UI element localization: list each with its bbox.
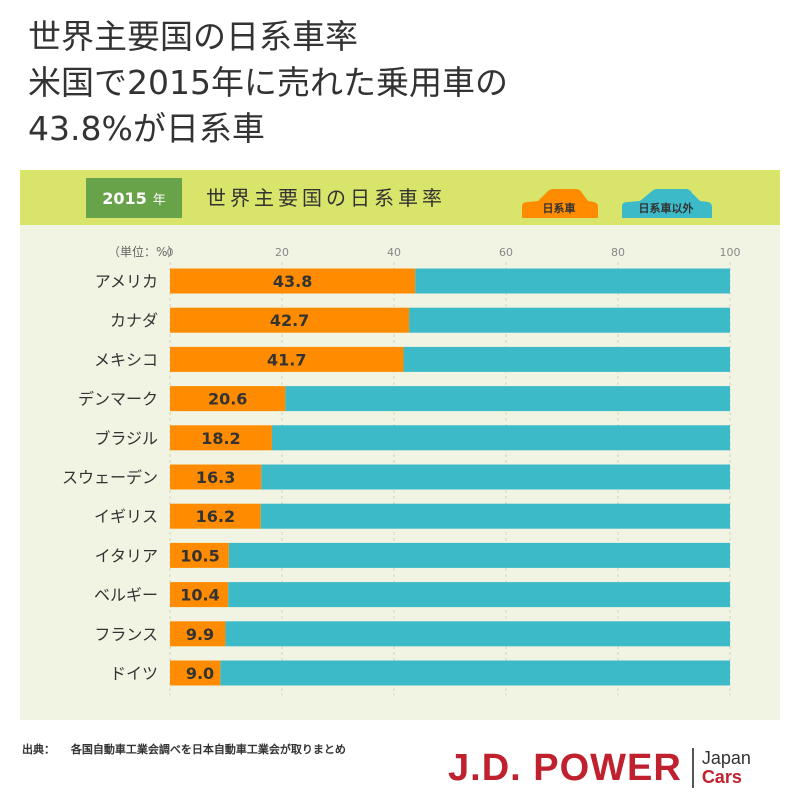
bar-other [409, 307, 730, 333]
year-badge: 2015 年 [86, 178, 182, 218]
bar-japanese [170, 346, 404, 372]
value-label: 42.7 [270, 311, 309, 330]
brand-main-text: J.D. POWER [448, 746, 682, 789]
category-label: ベルギー [94, 586, 158, 605]
headline-line-1: 世界主要国の日系車率 [28, 17, 358, 56]
bar-japanese [170, 542, 229, 568]
unit-label: （単位：%） [108, 244, 179, 259]
legend-japanese: 日系車 [518, 188, 600, 220]
value-label: 41.7 [267, 350, 306, 369]
bar-other [403, 346, 730, 372]
chart-panel: 2015 年 世界主要国の日系車率 日系車 日系車以外 （単位：%） 0 20 40 6… [20, 170, 780, 720]
bar-other [260, 503, 730, 529]
bar-other [271, 425, 730, 451]
brand-sub-line-2: Cars [701, 767, 742, 787]
brand-divider [691, 748, 694, 788]
value-label: 18.2 [201, 429, 240, 448]
brand-logo: J.D. POWER Japan Cars [448, 744, 751, 792]
category-label: イタリア [95, 546, 158, 565]
bar-japanese [170, 582, 229, 608]
headline-line-2: 米国で2015年に売れた乗用車の [28, 63, 508, 102]
legend-other: 日系車以外 [618, 188, 714, 220]
car-icon [522, 189, 598, 218]
bar-other [220, 660, 730, 686]
category-label: カナダ [110, 311, 158, 330]
bar-japanese [170, 621, 226, 647]
bar-other [228, 542, 731, 568]
bar-japanese [170, 425, 272, 451]
car-icon [622, 189, 712, 218]
value-label: 9.9 [186, 625, 214, 644]
category-label: スウェーデン [62, 468, 158, 487]
bar-japanese [170, 503, 261, 529]
x-tick-label: 40 [387, 246, 401, 259]
bar-japanese [170, 386, 286, 412]
bar-japanese [170, 660, 221, 686]
value-label: 43.8 [273, 272, 312, 291]
category-label: デンマーク [78, 390, 158, 409]
x-tick-label: 60 [499, 246, 513, 259]
bar-japanese [170, 268, 416, 294]
bar-japanese [170, 307, 410, 333]
brand-sub: Japan Cars [702, 749, 751, 787]
value-label: 20.6 [208, 390, 247, 409]
value-label: 10.4 [180, 586, 219, 605]
year-label: 2015 [102, 188, 147, 208]
bar-other [261, 464, 730, 490]
x-tick-label: 20 [275, 246, 289, 259]
x-tick-label: 0 [167, 246, 174, 259]
source-label: 出典： [22, 743, 55, 756]
headline-line-3: 43.8%が日系車 [28, 109, 265, 148]
category-label: イギリス [94, 507, 158, 526]
bar-other [225, 621, 730, 647]
headline: 世界主要国の日系車率 米国で2015年に売れた乗用車の 43.8%が日系車 [28, 14, 508, 152]
source-note: 出典： 各国自動車工業会調べを日本自動車工業会が取りまとめ [22, 741, 346, 757]
category-label: ドイツ [110, 664, 158, 683]
category-label: フランス [94, 625, 158, 644]
value-label: 16.2 [196, 507, 235, 526]
legend-other-label: 日系車以外 [638, 202, 694, 215]
category-label: ブラジル [94, 429, 158, 448]
value-label: 16.3 [196, 468, 235, 487]
bar-chart: （単位：%）0 20 40 60 80 100 アメリカ 43.8 カナダ 42.7 メキシコ 41.… [62, 244, 741, 696]
category-label: アメリカ [95, 272, 158, 291]
chart-title: 世界主要国の日系車率 [206, 186, 446, 210]
value-label: 10.5 [180, 546, 219, 565]
chart-header: 2015 年 世界主要国の日系車率 日系車 日系車以外 [20, 170, 780, 225]
brand-sub-line-1: Japan [701, 748, 751, 768]
year-unit-label: 年 [152, 192, 166, 208]
value-label: 9.0 [186, 664, 214, 683]
bar-japanese [170, 464, 262, 490]
bar-other [285, 386, 730, 412]
bar-other [415, 268, 730, 294]
x-tick-label: 80 [611, 246, 625, 259]
x-tick-label: 100 [720, 246, 741, 259]
source-text: 各国自動車工業会調べを日本自動車工業会が取りまとめ [70, 743, 346, 756]
legend-japanese-label: 日系車 [542, 202, 576, 215]
bar-other [228, 582, 731, 608]
category-label: メキシコ [94, 350, 158, 369]
